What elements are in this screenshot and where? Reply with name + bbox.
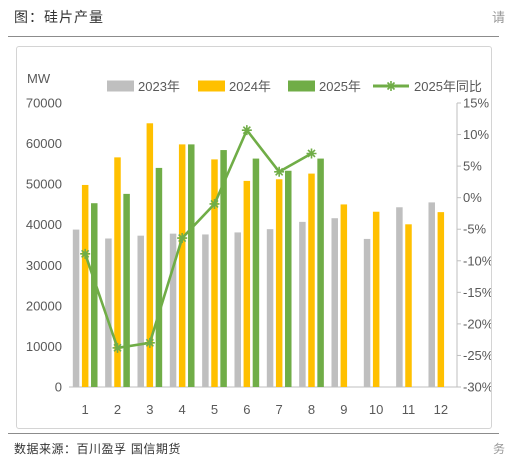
y-tick-label: 10000 xyxy=(26,339,62,354)
bar-2023年-8 xyxy=(299,221,306,387)
line-series xyxy=(80,125,317,353)
bar-2024年-7 xyxy=(275,179,283,387)
legend-swatch-2024年 xyxy=(198,80,225,92)
bar-2025年-6 xyxy=(252,158,260,387)
x-tick-label: 6 xyxy=(243,402,250,417)
bar-2025年-1 xyxy=(91,203,98,387)
chart-svg: 2023年 2024年 2025年 2025年同比 0 10000 20000 30000 4… xyxy=(26,71,491,417)
legend-marker-2025年同比 xyxy=(386,81,396,91)
line-2025年同比 xyxy=(83,128,313,350)
x-tick-label: 11 xyxy=(402,402,416,417)
y2-tick-label: -30% xyxy=(463,380,491,395)
y2-tick-label: 15% xyxy=(463,96,489,111)
x-tick-label: 4 xyxy=(179,402,186,417)
source-note: 数据来源：百川盈孚 国信期货 xyxy=(14,442,181,456)
bar-2023年-9 xyxy=(331,218,338,387)
y-axis-right: -30% -25% -20% -15% -10% -5% 0% 5% 10% 15% xyxy=(456,96,491,395)
bar-2023年-12 xyxy=(428,202,435,387)
y2-tick-label: 5% xyxy=(463,159,482,174)
bar-2023年-7 xyxy=(266,229,274,387)
edge-mark-top: 请 xyxy=(491,11,505,26)
legend-label: 2024年 xyxy=(229,79,271,94)
x-tick-label: 1 xyxy=(82,402,89,417)
bar-2024年-8 xyxy=(308,173,315,387)
bar-2024年-1 xyxy=(81,184,89,387)
bar-2024年-11 xyxy=(405,224,412,387)
line-point-3 xyxy=(144,337,155,348)
y-tick-label: 40000 xyxy=(26,217,62,232)
legend-label: 2025年同比 xyxy=(414,79,482,94)
bar-2024年-4 xyxy=(178,144,186,387)
bar-2025年-3 xyxy=(155,167,163,387)
bar-2025年-8 xyxy=(317,158,324,387)
bar-2023年-6 xyxy=(234,232,241,387)
y-tick-label: 30000 xyxy=(26,258,62,273)
x-tick-label: 5 xyxy=(211,402,218,417)
bar-series xyxy=(72,123,445,388)
line-point-2 xyxy=(112,342,123,353)
bar-2025年-2 xyxy=(123,193,130,387)
bar-2025年-4 xyxy=(188,144,195,387)
y-axis-left: 0 10000 20000 30000 40000 50000 60000 70000 xyxy=(26,96,62,395)
y-tick-label: 70000 xyxy=(26,96,62,111)
top-rule xyxy=(8,36,499,37)
bar-2023年-11 xyxy=(396,207,403,387)
bar-2023年-10 xyxy=(363,238,371,387)
bar-2024年-2 xyxy=(114,157,121,387)
chart-panel: 2023年 2024年 2025年 2025年同比 0 10000 20000 30000 4… xyxy=(16,46,492,429)
bar-2024年-3 xyxy=(146,123,154,388)
bottom-rule xyxy=(8,433,499,434)
line-point-4 xyxy=(177,233,188,244)
line-point-5 xyxy=(209,198,220,209)
y2-tick-label: -5% xyxy=(463,222,487,237)
line-point-6 xyxy=(241,125,252,136)
legend-label: 2025年 xyxy=(319,79,361,94)
y-tick-label: 50000 xyxy=(26,177,62,192)
x-tick-label: 8 xyxy=(308,402,315,417)
bar-2025年-7 xyxy=(285,170,292,387)
y2-tick-label: -25% xyxy=(463,348,491,363)
bar-2024年-9 xyxy=(340,204,348,387)
chart-legend: 2023年 2024年 2025年 2025年同比 xyxy=(107,79,482,94)
x-tick-label: 7 xyxy=(276,402,283,417)
bar-2025年-5 xyxy=(220,150,227,387)
x-tick-label: 3 xyxy=(146,402,153,417)
bar-2023年-1 xyxy=(72,229,80,387)
bar-2023年-4 xyxy=(169,233,177,387)
edge-mark-bottom: 务 xyxy=(492,442,505,456)
bar-2023年-5 xyxy=(202,234,209,387)
bar-2024年-10 xyxy=(372,211,380,387)
x-tick-label: 10 xyxy=(369,402,383,417)
y2-tick-label: -20% xyxy=(463,316,491,331)
bar-2024年-6 xyxy=(243,180,251,387)
y-tick-label: 20000 xyxy=(26,298,62,313)
x-tick-label: 9 xyxy=(340,402,347,417)
y-tick-label: 60000 xyxy=(26,136,62,151)
line-point-1 xyxy=(80,248,91,259)
y2-tick-label: 0% xyxy=(463,190,482,205)
x-axis: 1 2 3 4 5 6 7 8 9 10 11 12 xyxy=(69,386,457,417)
bar-2023年-3 xyxy=(137,235,144,387)
x-tick-label: 12 xyxy=(434,402,448,417)
y-axis-unit-label: MW xyxy=(27,71,51,86)
legend-label: 2023年 xyxy=(138,79,180,94)
legend-swatch-2025年 xyxy=(288,80,315,92)
y2-tick-label: 10% xyxy=(463,127,489,142)
figure-title: 图：硅片产量 xyxy=(14,10,104,26)
bar-2023年-2 xyxy=(105,238,112,387)
y2-tick-label: -15% xyxy=(463,285,491,300)
line-point-8 xyxy=(306,148,317,159)
y-tick-label: 0 xyxy=(55,380,62,395)
y2-tick-label: -10% xyxy=(463,253,491,268)
x-tick-label: 2 xyxy=(114,402,121,417)
legend-swatch-2023年 xyxy=(107,80,134,92)
bar-2024年-12 xyxy=(437,212,445,387)
line-point-7 xyxy=(274,166,285,177)
bar-2024年-5 xyxy=(211,159,218,387)
